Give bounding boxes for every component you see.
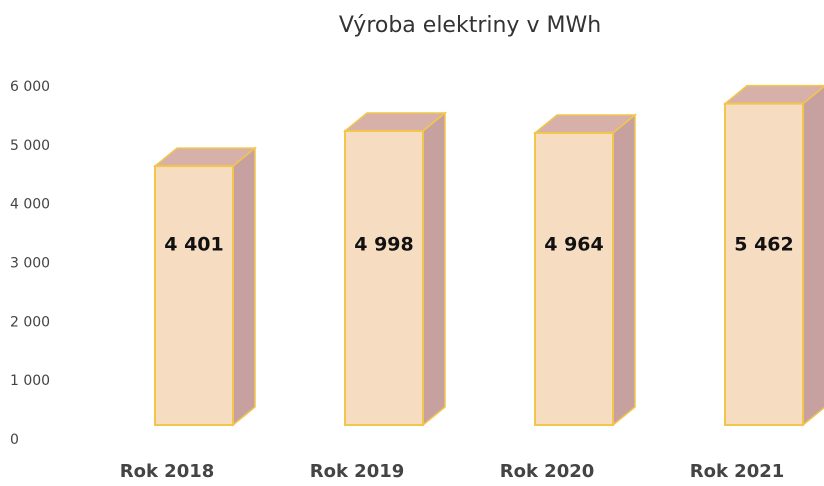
y-tick-label: 5 000: [10, 138, 50, 154]
y-tick-label: 6 000: [10, 79, 50, 95]
y-tick-label: 1 000: [10, 373, 50, 389]
bar: [722, 84, 824, 427]
y-tick-label: 3 000: [10, 256, 50, 272]
x-tick-label: Rok 2019: [310, 461, 405, 482]
value-label: 4 401: [164, 234, 224, 256]
bar-side: [802, 85, 824, 427]
bar: [532, 113, 638, 427]
bar: [342, 111, 448, 427]
bar-front: [534, 131, 614, 427]
bar-front: [154, 165, 234, 426]
bar-side: [232, 146, 256, 427]
value-label: 4 998: [354, 234, 414, 256]
y-tick-label: 0: [10, 432, 19, 448]
bar-front: [724, 102, 804, 426]
x-tick-label: Rok 2021: [690, 461, 785, 482]
bar-side: [612, 113, 636, 427]
y-tick-label: 4 000: [10, 197, 50, 213]
x-tick-label: Rok 2018: [120, 461, 215, 482]
y-tick-label: 2 000: [10, 314, 50, 330]
value-label: 5 462: [734, 234, 794, 256]
bar-front: [344, 129, 424, 427]
x-tick-label: Rok 2020: [500, 461, 595, 482]
value-label: 4 964: [544, 234, 604, 256]
bar-side: [422, 111, 446, 427]
bar: [152, 146, 258, 427]
chart-title: Výroba elektriny v MWh: [339, 13, 601, 38]
